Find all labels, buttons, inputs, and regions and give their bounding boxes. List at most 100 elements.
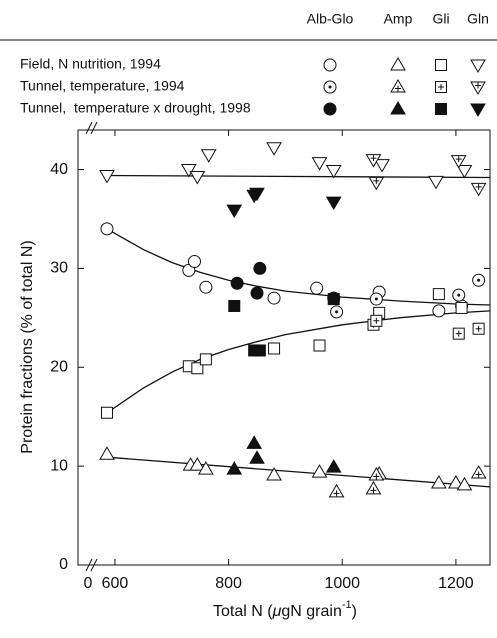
marker-shape — [470, 59, 486, 73]
marker — [450, 155, 467, 169]
marker-shape — [230, 276, 244, 290]
x-tick-label: 0 — [84, 575, 93, 592]
marker-shape — [189, 457, 206, 471]
marker-shape — [374, 159, 390, 173]
marker — [266, 467, 282, 481]
marker — [435, 59, 447, 71]
marker-shape — [311, 157, 328, 171]
marker-shape — [390, 57, 406, 71]
x-label-part: ) — [352, 603, 357, 620]
marker — [310, 281, 324, 295]
marker-shape — [327, 293, 340, 306]
marker-cross — [373, 317, 380, 324]
legend-label: Field, N nutrition, 1994 — [20, 56, 161, 72]
marker-dot — [457, 293, 461, 297]
marker-shape — [456, 165, 473, 179]
marker — [368, 176, 385, 191]
marker-shape — [313, 339, 326, 352]
marker — [187, 254, 201, 268]
marker-shape — [428, 175, 444, 190]
legend-header: Gli — [432, 11, 449, 27]
marker-cross — [333, 490, 340, 497]
y-tick-label: 30 — [50, 260, 68, 277]
marker-shape — [246, 435, 263, 449]
marker-shape — [435, 59, 447, 71]
marker-shape — [325, 459, 342, 473]
x-axis-label: Total N (μgN grain-1) — [213, 599, 357, 620]
x-label-sup: -1 — [342, 599, 352, 611]
marker — [448, 474, 464, 489]
marker-shape — [323, 58, 337, 72]
axis-breaks — [85, 121, 98, 572]
marker — [470, 59, 486, 73]
marker-shape — [266, 142, 282, 156]
marker-shape — [432, 288, 445, 301]
marker-shape — [267, 291, 281, 305]
marker-cross — [475, 471, 482, 478]
marker — [470, 465, 487, 479]
marker-shape — [253, 344, 266, 357]
marker — [323, 80, 337, 94]
marker-shape — [189, 170, 206, 185]
marker — [370, 314, 383, 327]
marker — [325, 196, 342, 211]
marker-cross — [370, 487, 377, 494]
marker-shape — [99, 446, 115, 460]
marker — [100, 222, 114, 236]
marker — [328, 483, 345, 498]
marker-shape — [228, 299, 241, 312]
marker-shape — [456, 476, 473, 491]
marker-shape — [250, 286, 264, 300]
marker — [430, 474, 447, 489]
marker — [452, 327, 465, 340]
marker-shape — [435, 103, 447, 115]
marker-shape — [187, 254, 201, 268]
marker-cross — [475, 82, 481, 89]
fit-curve — [106, 456, 491, 488]
legend-label: Tunnel, temperature x drought, 1998 — [20, 100, 251, 116]
y-tick-label: 20 — [50, 358, 68, 375]
marker-shape — [99, 169, 115, 184]
marker — [311, 157, 328, 171]
marker — [369, 292, 383, 306]
marker — [470, 103, 486, 117]
fit-curve — [106, 228, 491, 306]
marker — [323, 102, 337, 116]
marker — [470, 182, 487, 197]
marker — [311, 464, 328, 478]
x-label-part: Total N ( — [213, 603, 273, 620]
marker-cross — [438, 84, 444, 90]
marker-shape — [197, 461, 214, 475]
marker — [323, 58, 337, 72]
marker-shape — [266, 467, 282, 481]
marker-shape — [455, 301, 468, 314]
marker-dot — [477, 278, 481, 282]
marker — [100, 406, 113, 419]
marker-shape — [226, 461, 243, 475]
marker — [191, 362, 204, 375]
marker-shape — [325, 196, 342, 211]
marker — [230, 276, 244, 290]
marker — [452, 288, 466, 302]
marker — [199, 280, 213, 294]
marker-cross — [455, 330, 462, 337]
marker — [327, 293, 340, 306]
x-tick-label: 1200 — [438, 575, 474, 592]
marker-cross — [475, 325, 482, 332]
marker-shape — [268, 342, 281, 355]
marker — [390, 101, 406, 115]
marker — [365, 480, 382, 495]
marker-shape — [226, 204, 243, 219]
marker — [365, 154, 382, 168]
marker-shape — [100, 406, 113, 419]
marker-shape — [470, 103, 486, 117]
marker — [313, 339, 326, 352]
marker-shape — [180, 164, 197, 178]
y-tick-label: 0 — [59, 556, 68, 573]
x-label-part: gN grain — [281, 603, 341, 620]
marker — [472, 273, 486, 287]
fit-curve — [106, 174, 491, 179]
marker-shape — [191, 362, 204, 375]
legend-header: Amp — [384, 11, 413, 27]
